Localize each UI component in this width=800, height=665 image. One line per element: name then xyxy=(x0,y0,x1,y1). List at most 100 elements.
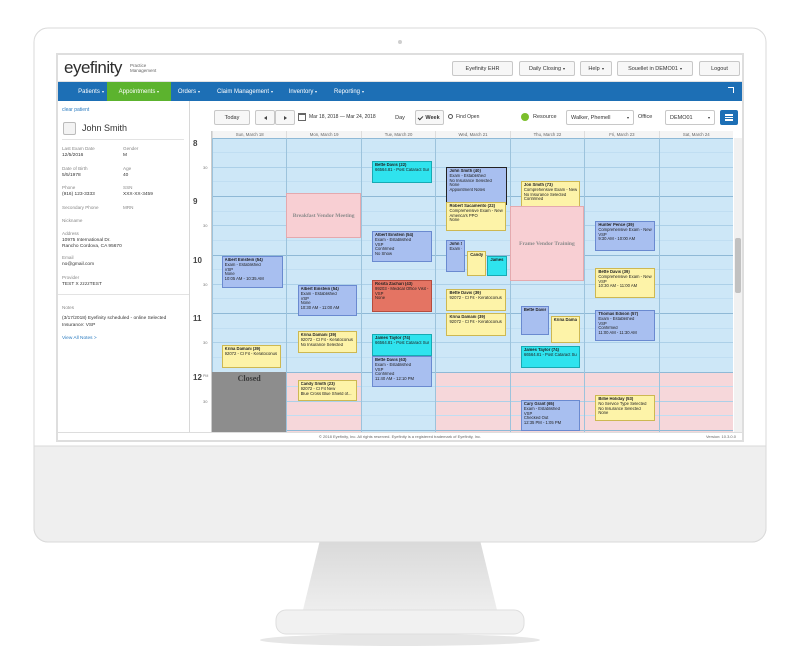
appointment-line: None xyxy=(449,183,460,188)
appointment[interactable]: Rosita Zachari (43) 99203 - Medical Offic… xyxy=(372,280,432,312)
appointment-line: Albert Einstein (54) xyxy=(375,233,414,237)
column-line xyxy=(286,138,288,432)
divider xyxy=(62,139,184,140)
grid-line xyxy=(212,239,733,241)
nav-label: Patients xyxy=(78,88,100,95)
appointment[interactable]: Krina Damani (39) xyxy=(550,316,581,343)
appointment[interactable]: Krina Damani (39) 92072 - Cl Fit - Kerato… xyxy=(221,345,282,368)
today-button[interactable]: Today xyxy=(214,110,250,125)
prev-button[interactable] xyxy=(255,110,275,125)
stand-neck xyxy=(302,540,498,614)
header-button[interactable]: Daily Closing xyxy=(519,61,575,76)
appointment-line: Bette Davis (39) xyxy=(449,291,481,295)
appointment-line: Exam - Established xyxy=(523,406,560,411)
stand-base xyxy=(275,609,525,635)
caret xyxy=(679,67,682,70)
scroll-thumb[interactable] xyxy=(735,238,741,293)
nav-item[interactable]: Claim Management xyxy=(207,82,283,101)
check xyxy=(418,114,424,121)
nav-item[interactable]: Patients xyxy=(72,82,110,101)
appointment-line: Jon Smith (73) xyxy=(523,183,553,187)
nav-item[interactable]: Orders xyxy=(170,82,208,101)
appointment[interactable]: Robert Sacamento (22) Comprehensive Exam … xyxy=(446,202,506,231)
appointment-line: 66564.81 - Post Cataract Surgery Follow … xyxy=(375,167,429,172)
office-select[interactable]: DEMO01 xyxy=(665,110,715,125)
hour-label: 10 xyxy=(193,255,202,265)
appointment-line: Hunter Pence (39) xyxy=(598,223,634,227)
appointment[interactable]: Cary Grant (65) Exam - Established VSP Chec… xyxy=(520,400,581,431)
nav-item[interactable]: Reporting xyxy=(325,82,373,101)
appointment[interactable]: Hunter Pence (39) Comprehensive Exam - Ne… xyxy=(595,221,655,251)
header-button-label: Souellet in DEMO01 xyxy=(628,65,678,72)
search-icon xyxy=(448,114,453,119)
appointment[interactable]: James Taylor (74) 66564.81 - Post Catarac… xyxy=(372,334,432,356)
half-label: 30 xyxy=(203,398,208,404)
caret xyxy=(362,90,364,93)
column-line xyxy=(212,138,213,432)
menu-button[interactable] xyxy=(720,110,738,125)
note-text: (3/17/2018) Eyefinity scheduled - online… xyxy=(62,316,167,328)
appointment[interactable]: Bette Davis (63) Exam - Established VSP Con… xyxy=(372,356,432,387)
day-header: Fri, March 23 xyxy=(584,131,659,138)
appointment[interactable]: Bette Davis (22) 66564.81 - Post Cataract… xyxy=(372,161,432,183)
menu-bar xyxy=(725,119,733,121)
appointment[interactable]: Candy Smith (23) xyxy=(467,251,486,276)
next-arrow xyxy=(283,115,287,120)
header-button[interactable]: Logout xyxy=(699,61,740,76)
appointment-line: VSP xyxy=(224,267,234,272)
appointment[interactable]: John Smith (40)Exam - ... xyxy=(446,240,466,272)
appointment-line: 66564.81 - Post Cataract Surgery Follow … xyxy=(375,340,429,345)
column-line xyxy=(509,138,511,432)
appointment[interactable]: Thomas Edison (57) Exam - Established VSP C… xyxy=(595,310,655,341)
caret xyxy=(271,90,274,93)
header-button[interactable]: Help xyxy=(580,61,612,76)
nav-item[interactable]: Appointments xyxy=(107,82,171,101)
appointment-line: VSP xyxy=(598,321,607,326)
half-label: 30 xyxy=(203,281,208,287)
appointment-line: 10:30 AM - 11:00 AM xyxy=(598,284,638,289)
appointment[interactable]: James Taylor (74) 66564.81 - Post Catarac… xyxy=(520,346,581,368)
appointment-line: James Taylor (74) xyxy=(490,258,504,262)
next-button[interactable] xyxy=(275,110,295,125)
appointment[interactable]: Albert Einstein (54) Exam - Established VS… xyxy=(221,256,284,288)
appointment[interactable]: Krina Damani (39) 92072 - Cl Fit - Kerato… xyxy=(297,331,358,353)
header-button[interactable]: Souellet in DEMO01 xyxy=(617,61,693,76)
clear-patient[interactable]: clear patient xyxy=(62,107,90,113)
appointment-line: Krina Damani (39) xyxy=(449,315,486,319)
appointment[interactable]: Krina Damani (39) 92072 - Cl Fit - Kerato… xyxy=(446,313,506,336)
week-button[interactable]: Week xyxy=(415,110,444,125)
week-label: Week xyxy=(425,114,440,121)
appointment[interactable]: Billie Holiday (53) No Service Type Selec… xyxy=(595,395,655,421)
find-open[interactable]: Find Open xyxy=(456,114,480,120)
view-all-notes[interactable]: View All Notes > xyxy=(62,336,97,341)
field-label: Provider xyxy=(62,275,80,280)
appointment-line: No Insurance Selected xyxy=(449,178,492,183)
nav-item[interactable]: Inventory xyxy=(279,82,327,101)
patient-icon xyxy=(63,122,76,135)
day-button[interactable]: Day xyxy=(390,110,410,125)
appointment-line: VSP xyxy=(523,411,533,416)
expand-icon[interactable] xyxy=(728,87,734,93)
appointment[interactable]: John Smith (40) Exam - Established No Insu… xyxy=(446,167,508,205)
appointment-line: Albert Einstein (54) xyxy=(224,258,263,262)
appointment[interactable]: Albert Einstein (54) Exam - Established VS… xyxy=(297,285,358,316)
appointment[interactable]: Bette Davis (39) 92072 - Cl Fit - Keratoc… xyxy=(446,289,506,311)
appointment-line: Cary Grant (65) xyxy=(523,402,555,406)
appointment[interactable]: Bette Davis (63) xyxy=(520,306,550,335)
appointment-line: Krina Damani (39) xyxy=(300,333,337,337)
header-button-label: Logout xyxy=(711,65,728,72)
header-button[interactable]: Eyefinity EHR xyxy=(452,61,513,76)
appointment-line: Checked Out xyxy=(523,416,549,421)
appointment-line: None xyxy=(300,301,311,306)
field-label: MRN xyxy=(123,205,134,210)
appointment[interactable]: James Taylor (74) xyxy=(487,256,508,276)
hour-label: 8 xyxy=(193,138,198,148)
notes-label: Notes xyxy=(62,305,75,310)
appointment-line: No Insurance Selected xyxy=(300,342,343,347)
appointment[interactable]: Candy Smith (23) 92072 - Cl Fit New Blue C… xyxy=(297,380,358,401)
appointment[interactable]: Bette Davis (39) Comprehensive Exam - New… xyxy=(595,268,655,298)
column-line xyxy=(584,138,585,432)
appointment[interactable]: Albert Einstein (54) Exam - Established VS… xyxy=(372,231,432,262)
resource-select[interactable]: Walker, Phemell xyxy=(566,110,634,125)
